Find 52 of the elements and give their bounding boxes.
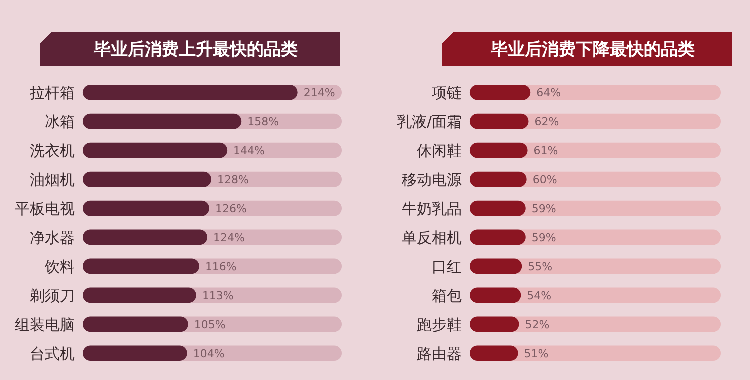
y-tick-label: 单反相机: [402, 228, 462, 247]
bar: [470, 84, 531, 100]
data-label: 52%: [525, 318, 550, 332]
bar: [470, 288, 522, 304]
y-tick-label: 乳液/面霜: [396, 113, 462, 131]
bar: [470, 346, 518, 362]
y-tick-label: 油烟机: [30, 170, 75, 189]
data-label: 144%: [234, 144, 266, 158]
bar: [470, 142, 528, 158]
chart-title: 毕业后消费下降最快的品类: [490, 40, 695, 60]
data-label: 59%: [532, 231, 556, 244]
data-label: 214%: [304, 86, 336, 100]
y-tick-label: 饮料: [44, 258, 75, 276]
bar: [470, 172, 527, 188]
y-tick-label: 剃须刀: [30, 286, 75, 305]
y-tick-label: 净水器: [30, 228, 75, 247]
y-tick-label: 口红: [432, 258, 462, 276]
bar: [470, 230, 526, 246]
data-label: 116%: [205, 260, 237, 274]
bar: [470, 114, 529, 130]
data-label: 113%: [202, 289, 234, 302]
y-tick-label: 组装电脑: [15, 316, 75, 334]
data-label: 128%: [217, 174, 249, 187]
data-label: 59%: [532, 202, 556, 216]
chart-title: 毕业后消费上升最快的品类: [93, 40, 298, 60]
y-tick-label: 移动电源: [402, 170, 462, 189]
data-label: 60%: [532, 174, 558, 187]
data-label: 158%: [248, 116, 280, 129]
bar: [470, 258, 522, 274]
data-label: 54%: [527, 289, 552, 302]
y-tick-label: 拉杆箱: [30, 84, 75, 102]
y-tick-label: 洗衣机: [30, 142, 75, 160]
y-tick-label: 台式机: [30, 344, 75, 363]
data-label: 55%: [528, 260, 553, 274]
bar: [470, 316, 520, 332]
y-tick-label: 箱包: [432, 286, 462, 305]
y-tick-label: 跑步鞋: [417, 316, 462, 334]
data-label: 126%: [215, 202, 247, 216]
data-label: 104%: [193, 347, 225, 360]
data-label: 61%: [534, 144, 558, 158]
y-tick-label: 平板电视: [15, 200, 75, 218]
y-tick-label: 休闲鞋: [417, 142, 462, 160]
bar: [470, 200, 526, 216]
data-label: 105%: [194, 318, 226, 332]
data-label: 62%: [534, 116, 560, 129]
data-label: 64%: [536, 86, 562, 100]
data-label: 51%: [524, 347, 549, 360]
y-tick-label: 冰箱: [45, 113, 75, 131]
y-tick-label: 项链: [432, 84, 462, 102]
y-tick-label: 牛奶乳品: [402, 200, 462, 218]
data-label: 124%: [213, 231, 245, 244]
y-tick-label: 路由器: [417, 344, 462, 363]
